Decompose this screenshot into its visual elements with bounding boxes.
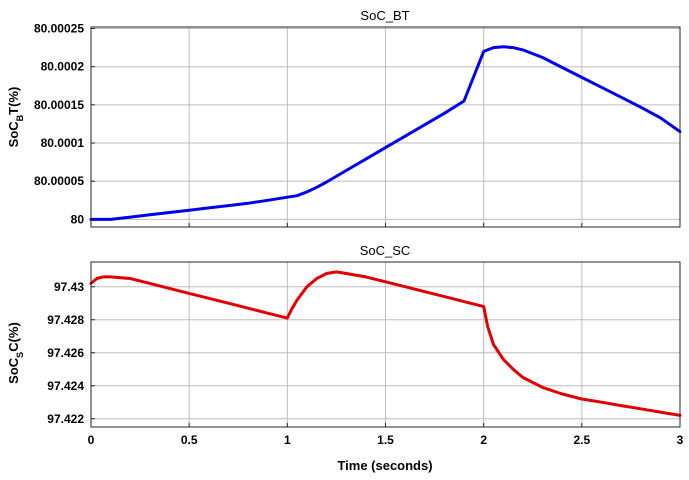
supercap-soc-y-tick-label: 97.426 bbox=[47, 346, 84, 360]
battery-soc-subplot: SoC_BT SoCBT(%) 80 80.00005 80.0001 80.0001… bbox=[6, 8, 682, 228]
supercap-soc-x-tick-label: 3 bbox=[677, 433, 684, 447]
battery-soc-ylabel: SoCBT(%) bbox=[6, 87, 25, 148]
supercap-soc-x-tick-label: 0.5 bbox=[181, 433, 198, 447]
supercap-soc-subplot: SoC_SC SoCSC(%) Time (seconds) 0 0.5 1 1.5 2… bbox=[6, 243, 684, 473]
time-xlabel: Time (seconds) bbox=[337, 458, 432, 473]
supercap-soc-x-tick-label: 1.5 bbox=[377, 433, 394, 447]
supercap-soc-axes-frame bbox=[90, 261, 681, 428]
battery-soc-y-tick-label: 80 bbox=[71, 212, 85, 226]
supercap-soc-x-tick-label: 0 bbox=[88, 433, 95, 447]
supercap-soc-title: SoC_SC bbox=[360, 243, 411, 258]
supercap-soc-y-tick-label: 97.422 bbox=[47, 412, 84, 426]
battery-soc-y-tick-label: 80.00005 bbox=[34, 174, 84, 188]
supercap-soc-series-line bbox=[89, 270, 682, 417]
supercap-soc-x-tick-label: 2.5 bbox=[573, 433, 590, 447]
battery-soc-axes-frame bbox=[90, 26, 681, 228]
supercap-soc-x-tick-label: 1 bbox=[284, 433, 291, 447]
supercap-soc-y-tick-label: 97.43 bbox=[54, 280, 84, 294]
supercap-soc-y-tick-label: 97.424 bbox=[47, 379, 84, 393]
battery-soc-y-tick-label: 80.00015 bbox=[34, 98, 84, 112]
supercap-soc-x-tick-label: 2 bbox=[480, 433, 487, 447]
battery-soc-title: SoC_BT bbox=[360, 8, 409, 23]
supercap-soc-ylabel: SoCSC(%) bbox=[6, 322, 25, 384]
battery-soc-series-line bbox=[89, 45, 682, 221]
supercap-soc-y-tick-label: 97.428 bbox=[47, 313, 84, 327]
battery-soc-y-tick-label: 80.0002 bbox=[41, 60, 85, 74]
battery-soc-y-tick-label: 80.00025 bbox=[34, 22, 84, 36]
battery-soc-y-tick-label: 80.0001 bbox=[41, 136, 85, 150]
